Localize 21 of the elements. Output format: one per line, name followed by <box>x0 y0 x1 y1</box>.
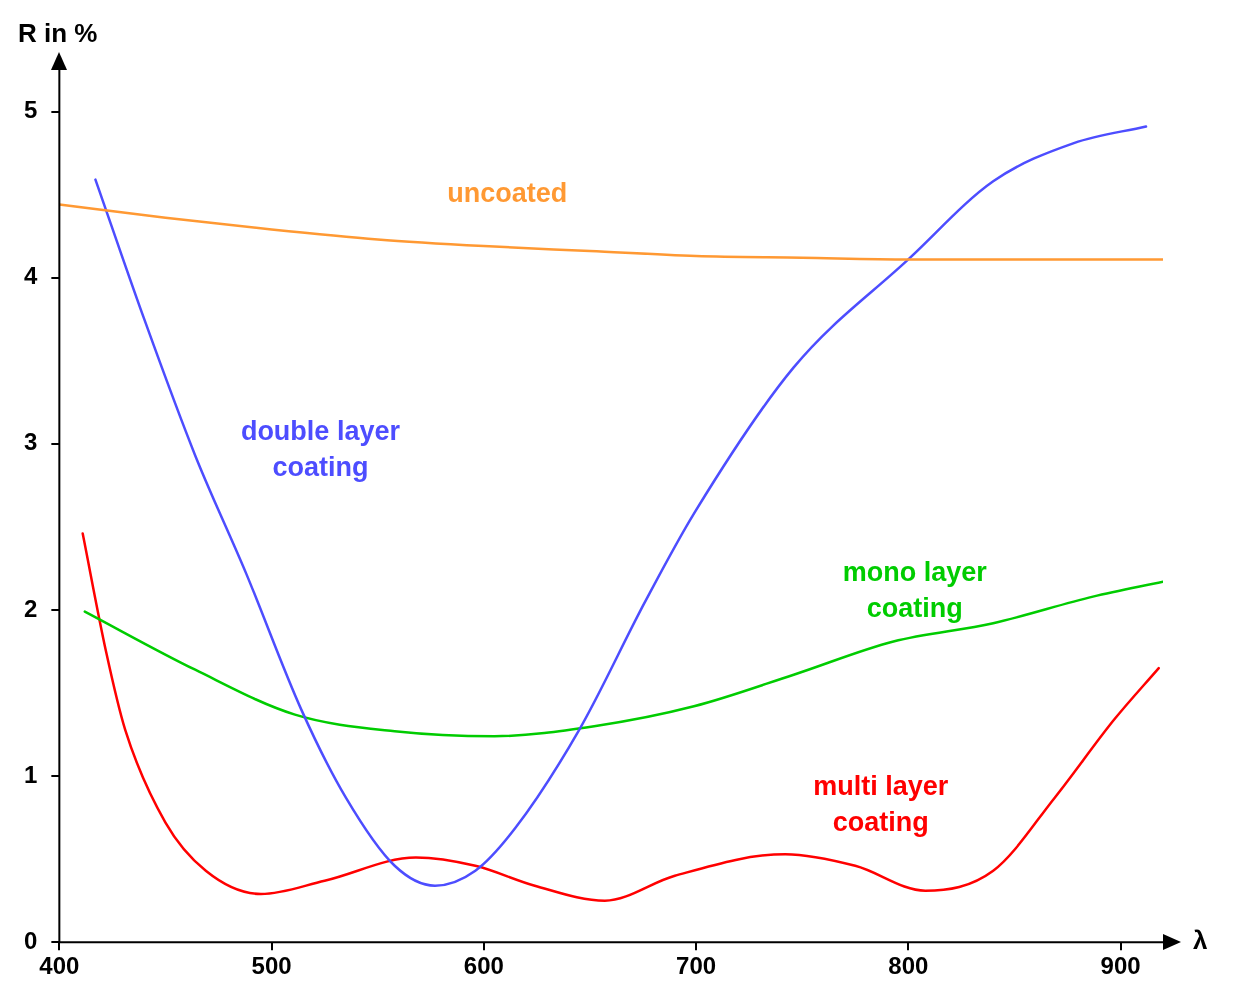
line-series <box>81 532 1161 902</box>
y-tick-label: 4 <box>23 262 38 290</box>
line-series <box>94 125 1148 887</box>
series-label: mono layer coating <box>842 556 988 623</box>
x-tick-label: 400 <box>39 952 80 980</box>
y-tick-label: 3 <box>23 428 38 456</box>
y-tick-label: 5 <box>23 96 38 124</box>
series-label: uncoated <box>447 178 568 209</box>
x-axis-title: λ <box>1193 925 1208 956</box>
x-tick-label: 900 <box>1100 952 1141 980</box>
y-axis-title: R in % <box>18 18 98 49</box>
y-tick-label: 1 <box>23 760 38 788</box>
y-tick-label: 2 <box>23 594 38 622</box>
line-series <box>59 203 1163 261</box>
x-tick-label: 600 <box>463 952 504 980</box>
series-label: double layer coating <box>240 415 401 482</box>
series-label: multi layer coating <box>813 771 949 838</box>
y-tick-label: 0 <box>23 926 38 954</box>
x-tick-label: 800 <box>888 952 929 980</box>
x-tick-label: 700 <box>676 952 717 980</box>
x-tick-label: 500 <box>251 952 292 980</box>
